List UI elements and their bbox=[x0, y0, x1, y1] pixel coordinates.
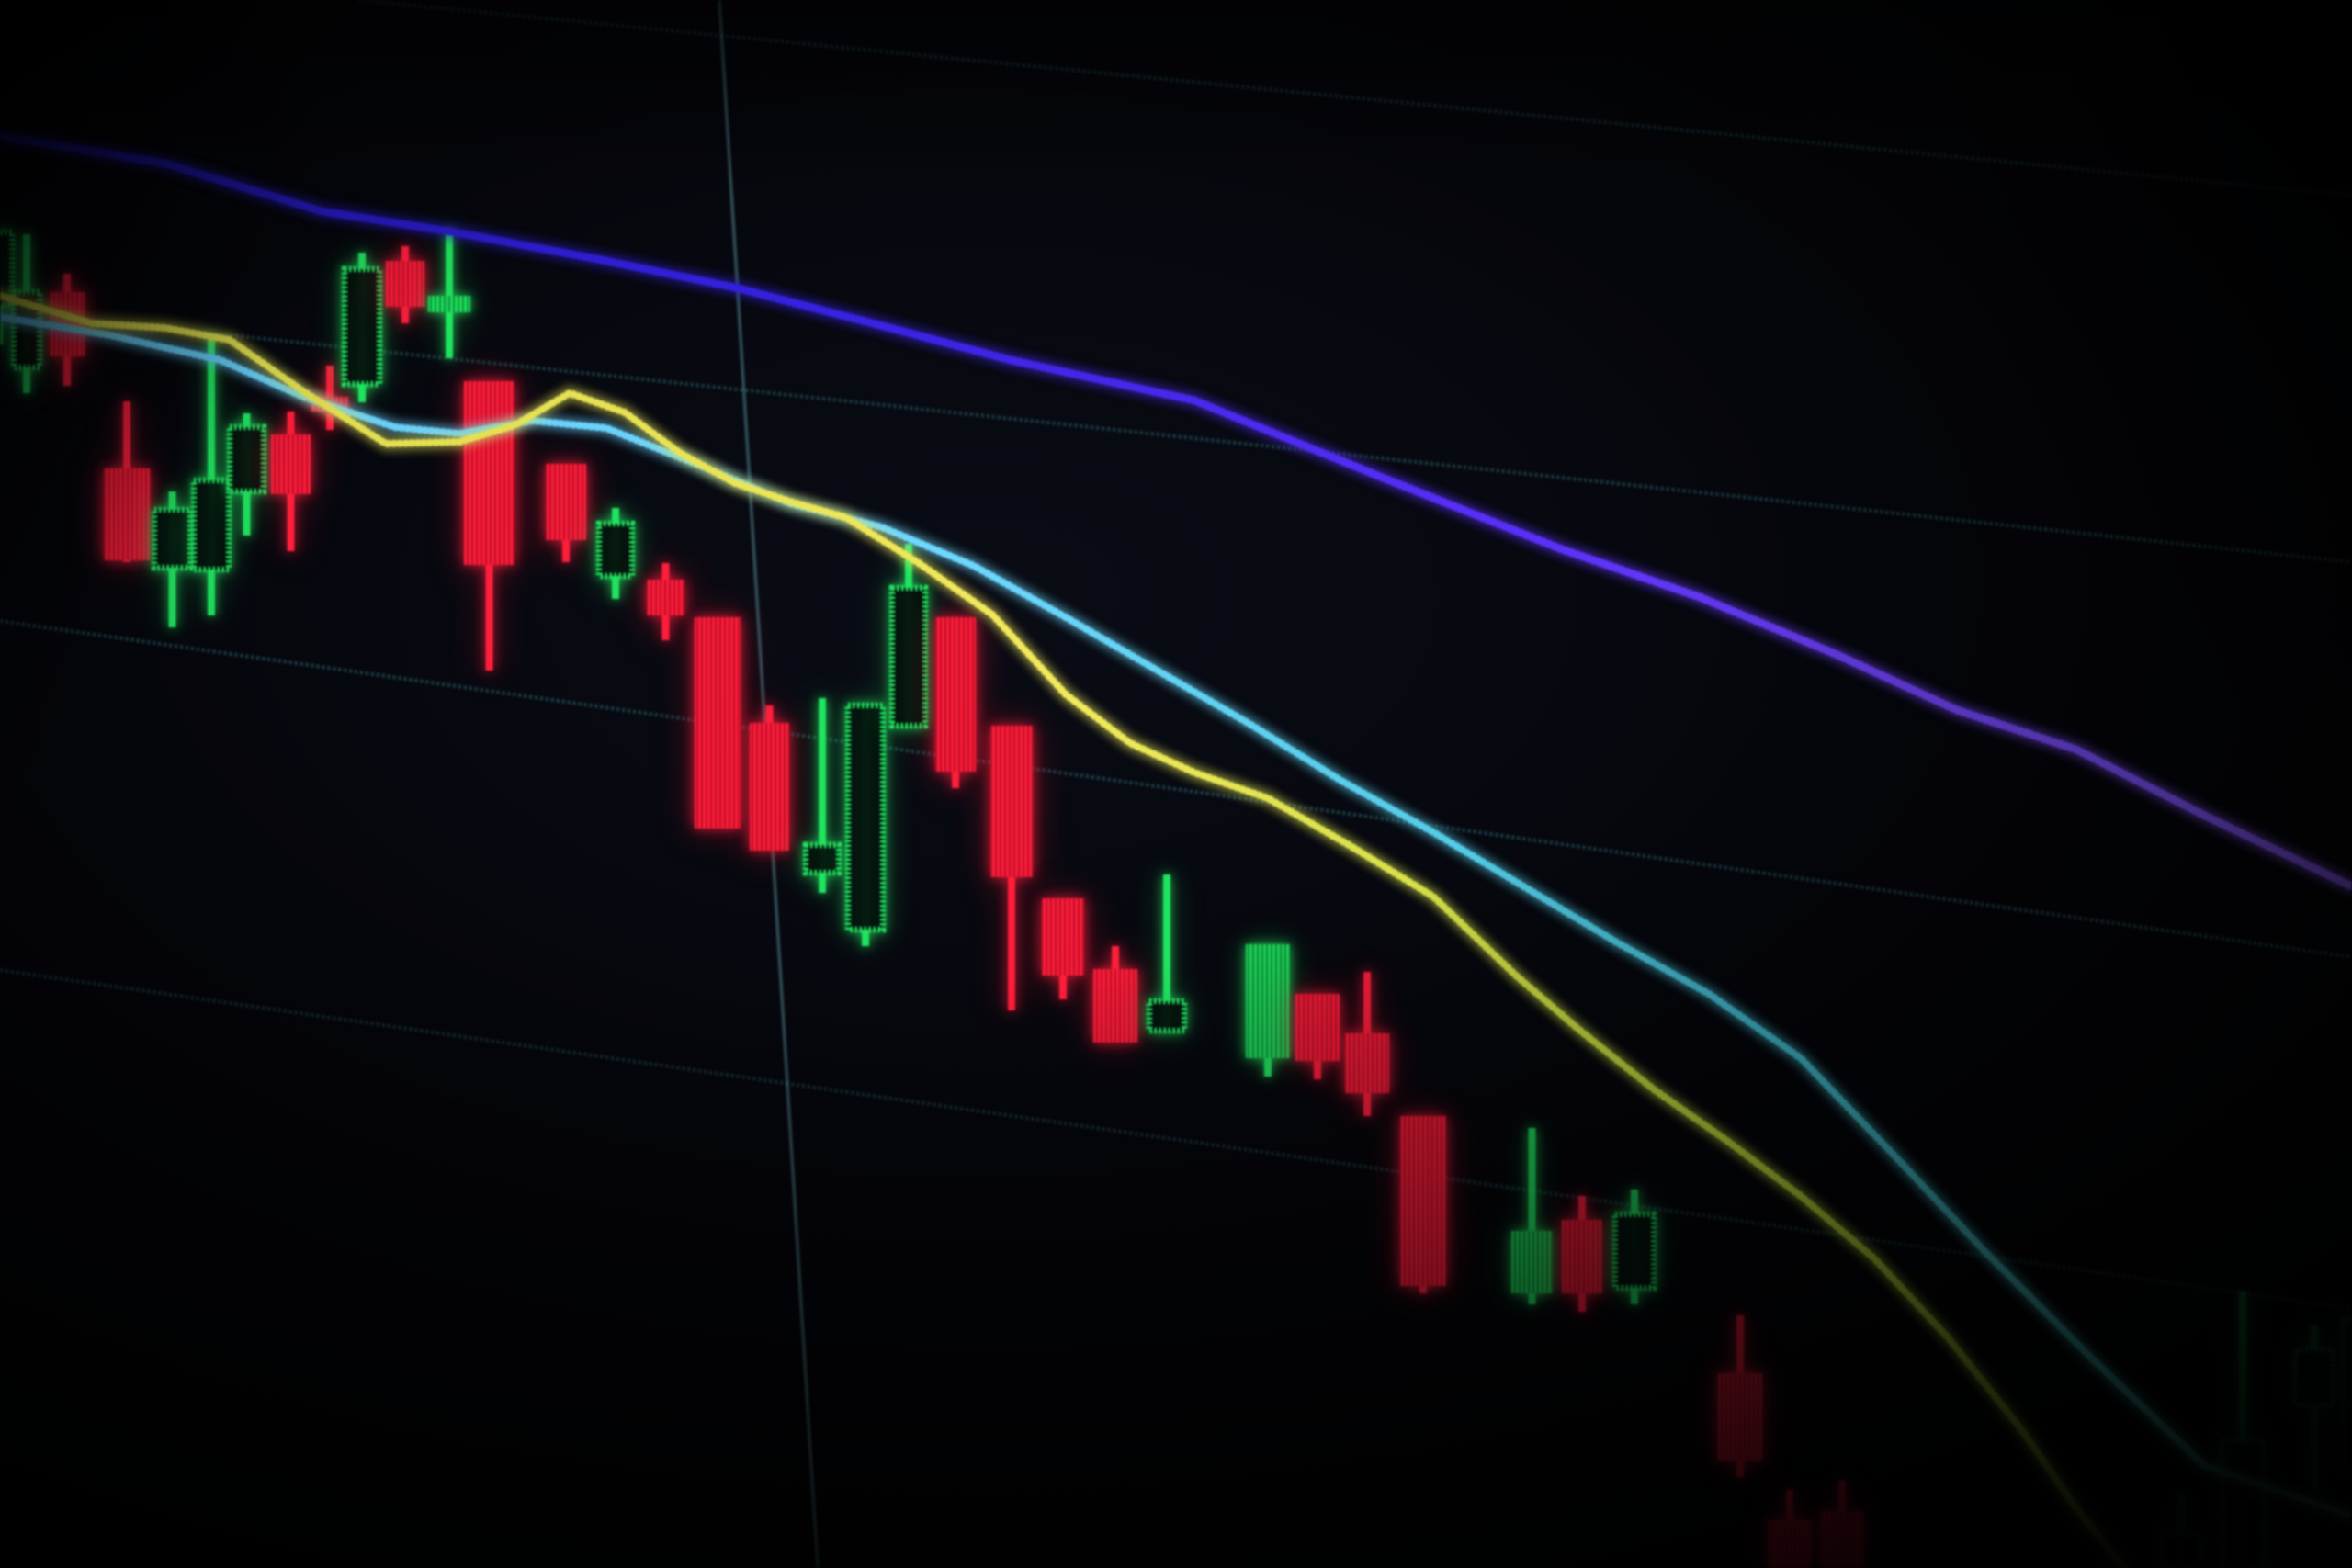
bearish-candle-7 bbox=[271, 412, 311, 551]
candle-body bbox=[888, 584, 929, 729]
candle-body bbox=[1769, 1520, 1811, 1568]
bearish-candle-3 bbox=[104, 401, 150, 562]
bullish-candle-37 bbox=[2219, 1292, 2267, 1568]
bullish-candle-0 bbox=[0, 229, 16, 344]
bearish-candle-10 bbox=[386, 246, 424, 323]
ma-mid-cyan bbox=[0, 310, 2352, 1523]
bearish-candle-15 bbox=[647, 563, 684, 640]
candle-body bbox=[2340, 1316, 2352, 1473]
candle-body bbox=[802, 841, 842, 876]
candle-body bbox=[1611, 1211, 1657, 1292]
candle-body bbox=[1718, 1373, 1762, 1461]
candle-body bbox=[990, 726, 1033, 877]
candle-body bbox=[695, 617, 741, 829]
bullish-candle-26 bbox=[1246, 944, 1290, 1077]
bearish-candle-23 bbox=[1042, 898, 1084, 999]
bearish-candle-27 bbox=[1295, 994, 1340, 1079]
candle-body bbox=[647, 580, 684, 615]
bullish-candle-9 bbox=[341, 253, 383, 402]
candle-body bbox=[750, 723, 789, 851]
bearish-candle-13 bbox=[546, 464, 586, 562]
candle-body bbox=[2219, 1438, 2267, 1568]
bearish-candle-29 bbox=[1400, 1116, 1446, 1293]
h-gridline-0 bbox=[357, 0, 2352, 197]
bearish-candle-22 bbox=[990, 726, 1033, 1010]
ma-slow-purple bbox=[0, 129, 2352, 894]
bearish-candle-33 bbox=[1718, 1315, 1762, 1477]
h-gridline-2 bbox=[0, 619, 2352, 959]
candle-body bbox=[1400, 1116, 1446, 1286]
candle-body bbox=[595, 520, 636, 580]
candle-body bbox=[226, 423, 267, 495]
bearish-candle-34 bbox=[1769, 1490, 1811, 1568]
bullish-candle-5 bbox=[190, 335, 232, 615]
candle-body bbox=[1042, 898, 1084, 976]
bullish-candle-6 bbox=[226, 413, 267, 536]
candle-body bbox=[1146, 998, 1188, 1034]
bullish-candle-19 bbox=[844, 702, 887, 946]
bearish-candle-31 bbox=[1562, 1196, 1602, 1312]
candle-body bbox=[1246, 944, 1290, 1058]
candle-body bbox=[1821, 1511, 1863, 1568]
candle-body bbox=[1295, 994, 1340, 1061]
bearish-candle-28 bbox=[1345, 972, 1389, 1116]
bullish-candle-36 bbox=[2159, 1495, 2203, 1568]
candle-body bbox=[190, 477, 232, 573]
candle-body bbox=[1562, 1220, 1602, 1293]
candles-layer bbox=[0, 229, 2352, 1568]
ma-slow-purple-glow bbox=[0, 129, 2352, 894]
bullish-candle-38 bbox=[2292, 1325, 2336, 1488]
candle-body bbox=[341, 265, 383, 388]
bearish-candle-35 bbox=[1821, 1481, 1863, 1568]
candle-body bbox=[2292, 1347, 2336, 1408]
bearish-candle-16 bbox=[695, 617, 741, 829]
bullish-candle-25 bbox=[1146, 874, 1188, 1034]
candle-body bbox=[1093, 969, 1137, 1043]
candle-body bbox=[464, 381, 514, 565]
candle-body bbox=[104, 468, 150, 560]
candle-body bbox=[386, 261, 424, 307]
bearish-candle-21 bbox=[935, 617, 976, 788]
bullish-candle-18 bbox=[802, 698, 842, 893]
candle-body bbox=[844, 702, 887, 933]
bullish-candle-39 bbox=[2340, 1316, 2352, 1473]
bullish-candle-14 bbox=[595, 508, 636, 599]
ma-mid-cyan-glow bbox=[0, 310, 2352, 1523]
candle-body bbox=[1511, 1231, 1553, 1293]
bullish-candle-30 bbox=[1511, 1128, 1553, 1304]
candle-body bbox=[151, 506, 194, 571]
bullish-candle-11 bbox=[428, 231, 470, 358]
candle-body bbox=[546, 464, 586, 540]
candle-body bbox=[935, 617, 976, 772]
bearish-candle-17 bbox=[750, 705, 789, 851]
bullish-candle-4 bbox=[151, 491, 194, 627]
candle-body bbox=[1345, 1033, 1389, 1093]
candle-body bbox=[2159, 1530, 2203, 1568]
candle-body bbox=[271, 434, 311, 494]
candle-body bbox=[428, 296, 470, 312]
bearish-candle-24 bbox=[1093, 946, 1137, 1043]
ma-mid-cyan-line bbox=[0, 313, 2352, 1519]
ma-slow-purple-line bbox=[0, 131, 2352, 891]
